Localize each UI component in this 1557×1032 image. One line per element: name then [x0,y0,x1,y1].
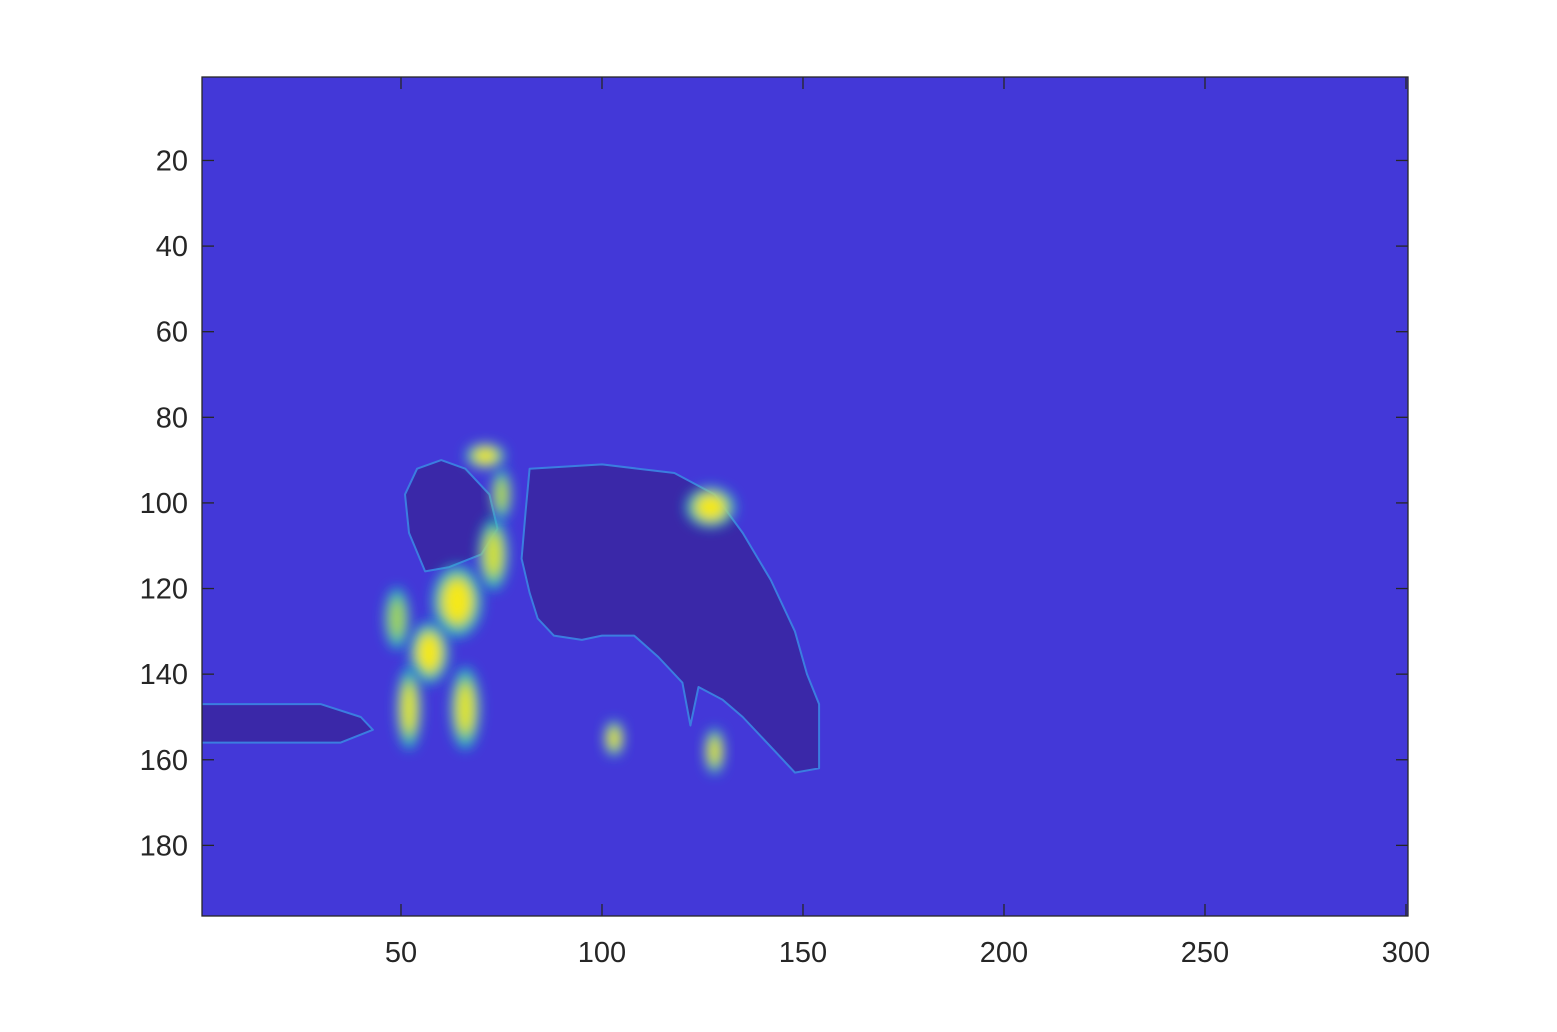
hotspot-cow-leg-spot-1 [604,720,624,756]
hotspot-person-back-arm [384,588,409,650]
hotspot-person-arm-top [491,469,511,520]
heatmap-image [200,77,1408,916]
x-tick-label: 250 [1181,937,1229,969]
y-tick-label: 160 [140,745,188,777]
x-tick-label: 200 [980,937,1028,969]
plot-area [200,77,1408,916]
hotspot-person-hand [465,443,505,469]
y-tick-label: 20 [156,145,188,177]
hotspot-person-arm-upper [478,518,508,590]
heatmap-background [202,77,1408,916]
hotspot-person-right-leg [450,667,480,749]
x-tick-label: 300 [1382,937,1430,969]
hotspot-cow-leg-spot-2 [705,728,725,774]
y-tick-label: 120 [140,574,188,606]
x-tick-label: 50 [385,937,417,969]
y-tick-label: 180 [140,830,188,862]
hotspot-person-left-leg [396,667,421,749]
hotspot-cow-patch [685,487,735,528]
y-tick-label: 100 [140,488,188,520]
y-tick-label: 60 [156,317,188,349]
x-tick-label: 150 [779,937,827,969]
y-tick-label: 140 [140,659,188,691]
y-tick-label: 80 [156,402,188,434]
y-tick-label: 40 [156,231,188,263]
x-tick-label: 100 [578,937,626,969]
